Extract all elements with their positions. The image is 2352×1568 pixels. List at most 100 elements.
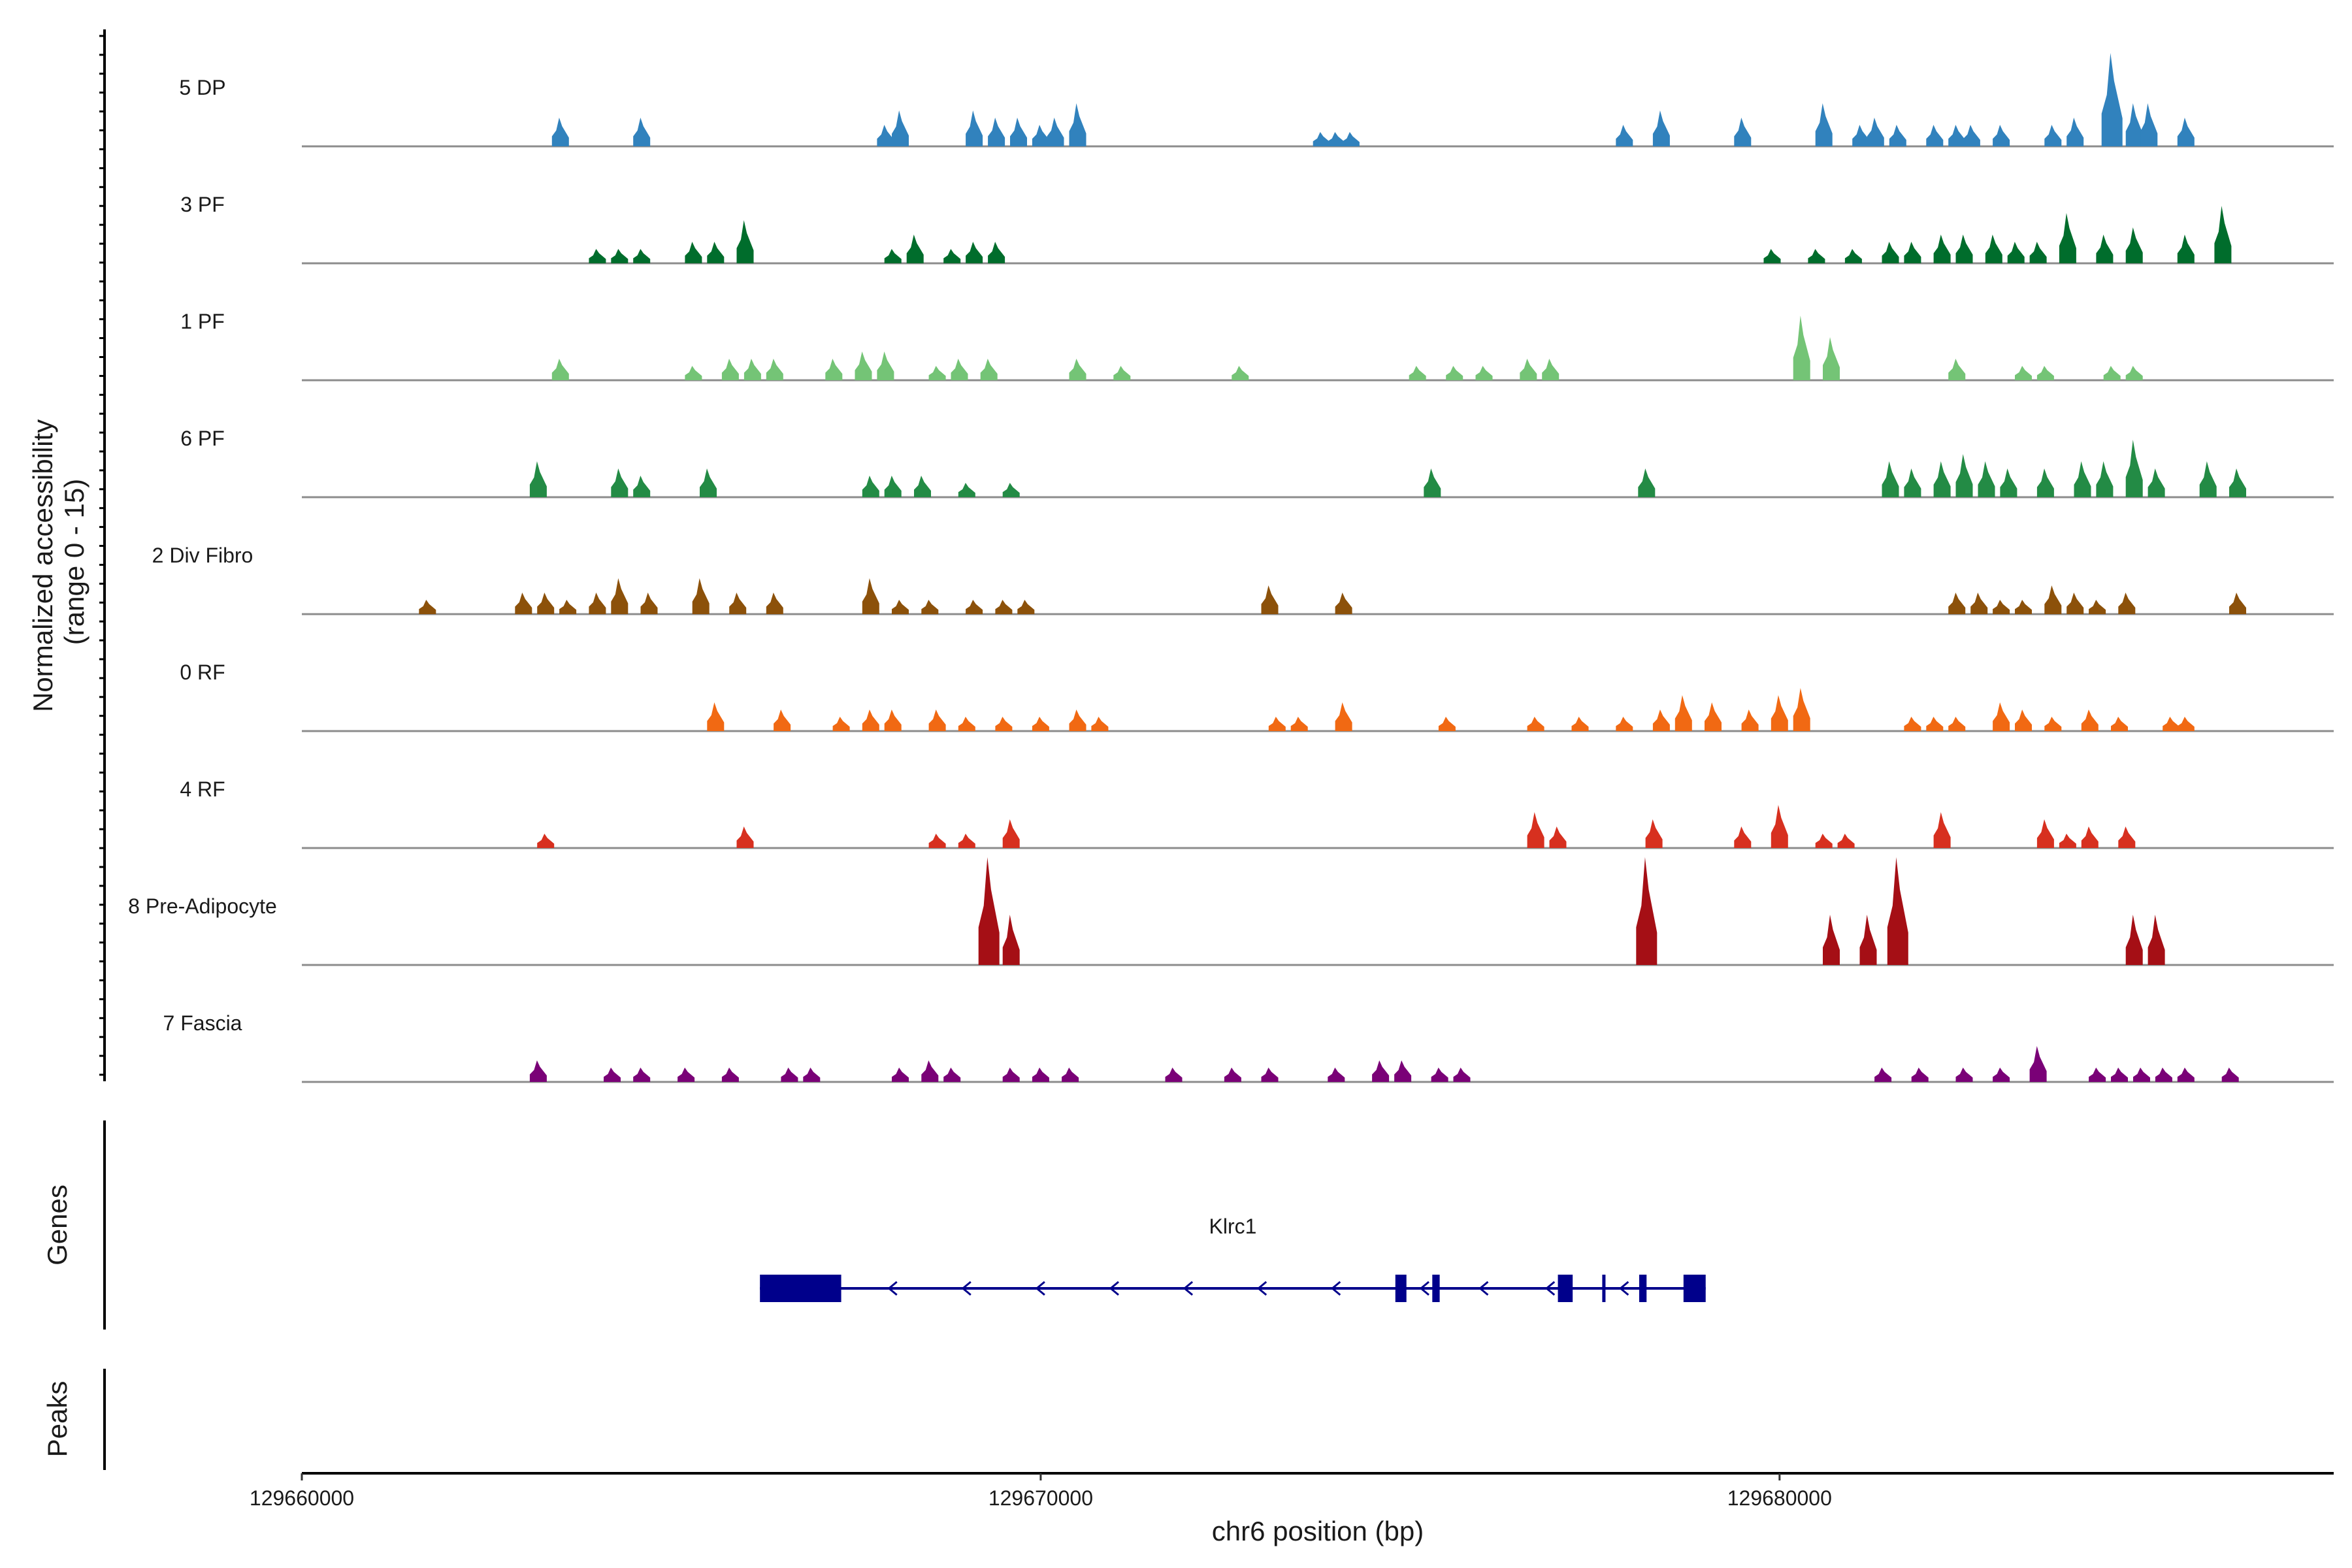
track-8-pre-adipocyte: 8 Pre-Adipocyte	[128, 857, 2334, 966]
coverage-peak	[2118, 826, 2136, 848]
coverage-peak	[1165, 1068, 1183, 1082]
coverage-peak	[743, 359, 761, 380]
coverage-peak	[707, 702, 725, 731]
gene-strand-arrow	[1330, 1281, 1341, 1296]
coverage-peak	[1261, 1068, 1279, 1082]
coverage-peak	[1734, 826, 1752, 848]
coverage-peak	[2036, 819, 2054, 848]
coverage-peak	[1224, 1068, 1241, 1082]
coverage-peak	[1933, 235, 1951, 263]
coverage-peak	[2148, 915, 2165, 965]
coverage-peak	[2111, 1068, 2128, 1082]
coverage-peak	[604, 1068, 621, 1082]
coverage-peak	[1911, 1068, 1929, 1082]
coverage-peak	[928, 834, 946, 848]
track-7-fascia: 7 Fascia	[163, 1011, 2334, 1083]
x-tick-label: 129680000	[1727, 1486, 1832, 1510]
coverage-peak	[1793, 316, 1810, 380]
coverage-peak	[862, 476, 879, 497]
coverage-peak	[2044, 717, 2062, 731]
coverage-peak	[1232, 366, 1249, 380]
coverage-peak	[1823, 337, 1840, 380]
gene-exon	[1432, 1275, 1440, 1302]
coverage-peak	[2066, 593, 2084, 614]
coverage-tracks: 5 DP 3 PF 1 PF 6 PF 2 Div Fibro 0 RF 4 RF 8 Pre…	[128, 53, 2334, 1083]
coverage-peak	[884, 476, 902, 497]
track-label: 6 PF	[180, 427, 225, 450]
coverage-peak	[1652, 110, 1670, 146]
coverage-peak	[515, 593, 532, 614]
coverage-y-ticks	[99, 35, 105, 1076]
track-6-pf: 6 PF	[180, 427, 2334, 498]
coverage-peak	[1527, 717, 1544, 731]
coverage-peak	[1955, 454, 1973, 497]
coverage-peak	[551, 118, 569, 146]
x-axis: 129660000 129670000 129680000 chr6 positio…	[250, 1472, 2334, 1546]
coverage-peak	[1844, 249, 1862, 263]
coverage-peak	[958, 717, 975, 731]
coverage-peak	[1904, 468, 1921, 497]
coverage-peak	[1017, 600, 1035, 614]
coverage-peak	[2125, 915, 2143, 965]
track-label: 5 DP	[179, 76, 225, 99]
coverage-peak	[1069, 103, 1086, 146]
coverage-peak	[1002, 915, 1020, 965]
coverage-peak	[419, 600, 436, 614]
coverage-peak	[2089, 1068, 2106, 1082]
coverage-peak	[1645, 819, 1663, 848]
coverage-peak	[2125, 440, 2143, 497]
coverage-peak	[832, 717, 850, 731]
coverage-peak	[2007, 242, 2025, 263]
coverage-peak	[884, 249, 902, 263]
coverage-peak	[2029, 1046, 2047, 1082]
coverage-peak	[2089, 600, 2106, 614]
coverage-peak	[589, 593, 606, 614]
coverage-peak	[1616, 717, 1633, 731]
peaks-axis-title: Peaks	[42, 1381, 73, 1458]
track-label: 7 Fascia	[163, 1011, 242, 1035]
coverage-peak	[2221, 1068, 2239, 1082]
x-tick-label: 129670000	[988, 1486, 1093, 1510]
coverage-peak	[1674, 695, 1692, 731]
gene-strand-arrow	[1256, 1281, 1267, 1296]
coverage-peak	[2081, 826, 2099, 848]
coverage-peak	[978, 857, 1000, 965]
coverage-peak	[559, 600, 577, 614]
coverage-peak	[1475, 366, 1493, 380]
coverage-peak	[1771, 805, 1788, 848]
coverage-peak	[611, 468, 629, 497]
coverage-peak	[1091, 717, 1109, 731]
gene-strand-arrow	[1618, 1281, 1629, 1296]
coverage-peak	[1571, 717, 1589, 731]
coverage-peak	[1793, 688, 1810, 731]
coverage-peak	[1904, 242, 1921, 263]
coverage-peak	[1290, 717, 1308, 731]
coverage-peak	[1313, 132, 1330, 146]
coverage-peak	[1616, 125, 1633, 146]
coverage-peak	[1431, 1068, 1448, 1082]
coverage-peak	[1837, 834, 1855, 848]
x-axis-ticks: 129660000 129670000 129680000	[250, 1473, 1832, 1510]
coverage-peak	[2199, 461, 2217, 497]
coverage-peak	[943, 249, 961, 263]
gene-exon	[1395, 1275, 1407, 1302]
coverage-peak	[995, 717, 1013, 731]
coverage-peak	[1771, 695, 1788, 731]
coverage-peak	[2059, 213, 2076, 263]
coverage-peak	[1328, 132, 1345, 146]
coverage-peak	[1268, 717, 1286, 731]
coverage-peak	[1328, 1068, 1345, 1082]
coverage-peak	[1636, 857, 1658, 965]
coverage-peak	[611, 578, 629, 614]
coverage-peak	[766, 359, 783, 380]
coverage-peak	[2101, 53, 2123, 146]
gene-strand-arrow	[1183, 1281, 1194, 1296]
coverage-peak	[2177, 235, 2195, 263]
gene-strand-arrow	[887, 1281, 898, 1296]
coverage-peak	[988, 118, 1005, 146]
coverage-peak	[1926, 125, 1944, 146]
coverage-peak	[877, 125, 894, 146]
coverage-peak	[1342, 132, 1360, 146]
coverage-peak	[1527, 812, 1544, 848]
